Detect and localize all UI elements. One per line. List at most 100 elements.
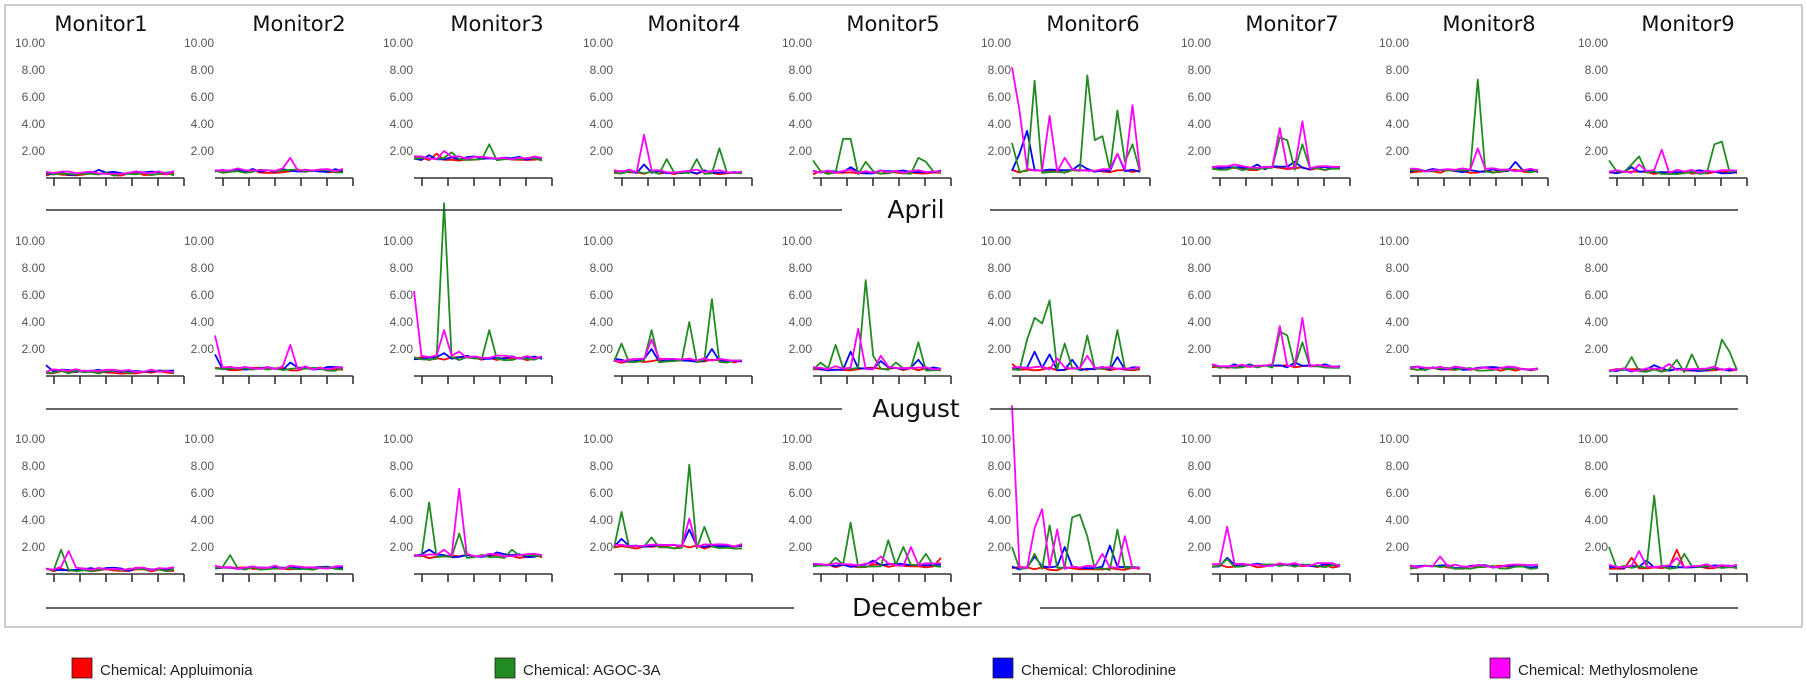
monitor-title-3: Monitor3 — [450, 12, 543, 36]
monitor-title-5: Monitor5 — [846, 12, 939, 36]
y-tick-label: 4.00 — [1188, 315, 1212, 329]
series-line-methylosmolene — [45, 550, 175, 572]
y-tick-label: 4.00 — [590, 315, 614, 329]
y-tick-label: 2.00 — [390, 540, 414, 554]
y-tick-label: 2.00 — [988, 144, 1012, 158]
series-line-methylosmolene — [45, 170, 175, 176]
y-tick-label: 10.00 — [1578, 432, 1608, 446]
y-tick-label: 4.00 — [1188, 513, 1212, 527]
legend-item-methylosmolene: Chemical: Methylosmolene — [1489, 657, 1698, 679]
panel-april-monitor8: 2.00 4.00 6.00 8.00 10.00 — [1379, 36, 1549, 186]
y-tick-label: 8.00 — [988, 261, 1012, 275]
series-line-agoc-3a — [812, 137, 942, 176]
series-line-appluimonia — [812, 557, 942, 569]
y-tick-label: 6.00 — [191, 90, 215, 104]
month-label-april: April — [887, 195, 944, 224]
y-tick-label: 10.00 — [583, 432, 613, 446]
month-label-august: August — [872, 394, 960, 423]
y-tick-label: 4.00 — [1386, 117, 1410, 131]
monitor-title-1: Monitor1 — [54, 12, 147, 36]
panel-december-monitor8: 2.00 4.00 6.00 8.00 10.00 — [1379, 432, 1549, 582]
y-tick-label: 10.00 — [383, 234, 413, 248]
y-tick-label: 4.00 — [1585, 315, 1609, 329]
y-tick-label: 8.00 — [22, 261, 46, 275]
y-tick-label: 4.00 — [1188, 117, 1212, 131]
y-tick-label: 2.00 — [390, 342, 414, 356]
series-line-methylosmolene — [812, 327, 942, 371]
y-tick-label: 10.00 — [1379, 234, 1409, 248]
monitor-title-2: Monitor2 — [252, 12, 345, 36]
panel-april-monitor1: 2.00 4.00 6.00 8.00 10.00 — [15, 36, 185, 186]
series-line-agoc-3a — [613, 147, 743, 175]
y-tick-label: 4.00 — [390, 315, 414, 329]
series-line-methylosmolene — [1011, 354, 1141, 371]
y-tick-label: 6.00 — [1188, 90, 1212, 104]
panel-december-monitor1: 2.00 4.00 6.00 8.00 10.00 — [15, 432, 185, 582]
y-tick-label: 10.00 — [1181, 432, 1211, 446]
panel-april-monitor9: 2.00 4.00 6.00 8.00 10.00 — [1578, 36, 1748, 186]
y-tick-label: 2.00 — [590, 540, 614, 554]
monitor-titles: Monitor1 Monitor2 Monitor3 Monitor4 Monitor5… — [54, 12, 1734, 36]
legend-swatch — [992, 657, 1014, 679]
y-tick-label: 10.00 — [15, 234, 45, 248]
y-tick-label: 4.00 — [988, 117, 1012, 131]
y-tick-label: 4.00 — [1386, 513, 1410, 527]
y-tick-label: 10.00 — [383, 36, 413, 50]
y-tick-label: 10.00 — [782, 36, 812, 50]
series-line-methylosmolene — [1212, 525, 1341, 567]
y-tick-label: 8.00 — [191, 459, 215, 473]
y-tick-label: 2.00 — [390, 144, 414, 158]
y-tick-label: 2.00 — [590, 342, 614, 356]
y-tick-label: 8.00 — [988, 63, 1012, 77]
y-tick-label: 4.00 — [22, 513, 46, 527]
y-tick-label: 4.00 — [191, 513, 215, 527]
panel-december-monitor2: 2.00 4.00 6.00 8.00 10.00 — [184, 432, 354, 582]
y-tick-label: 2.00 — [789, 342, 813, 356]
y-tick-label: 8.00 — [789, 261, 813, 275]
y-tick-label: 6.00 — [590, 486, 614, 500]
series-line-methylosmolene — [1608, 550, 1738, 569]
series-line-methylosmolene — [1211, 120, 1340, 170]
y-tick-label: 6.00 — [590, 90, 614, 104]
y-tick-label: 8.00 — [1585, 261, 1609, 275]
series-line-methylosmolene — [613, 517, 743, 548]
series-line-agoc-3a — [812, 279, 942, 372]
y-tick-label: 10.00 — [383, 432, 413, 446]
y-tick-label: 6.00 — [988, 288, 1012, 302]
y-tick-label: 6.00 — [390, 486, 414, 500]
legend-item-agoc-3a: Chemical: AGOC-3A — [494, 657, 661, 679]
y-tick-label: 2.00 — [1585, 342, 1609, 356]
legend-swatch — [494, 657, 516, 679]
series-line-chlorodinine — [812, 350, 942, 372]
panel-december-monitor9: 2.00 4.00 6.00 8.00 10.00 — [1578, 432, 1748, 582]
y-tick-label: 4.00 — [1386, 315, 1410, 329]
y-tick-label: 8.00 — [590, 459, 614, 473]
panel-april-monitor6: 2.00 4.00 6.00 8.00 10.00 — [981, 36, 1151, 186]
monitor-title-4: Monitor4 — [647, 12, 740, 36]
y-tick-label: 2.00 — [789, 540, 813, 554]
y-tick-label: 6.00 — [390, 90, 414, 104]
y-tick-label: 8.00 — [590, 63, 614, 77]
monitor-title-7: Monitor7 — [1245, 12, 1338, 36]
y-tick-label: 8.00 — [191, 63, 215, 77]
y-tick-label: 10.00 — [15, 36, 45, 50]
y-tick-label: 10.00 — [981, 36, 1011, 50]
y-tick-label: 10.00 — [782, 234, 812, 248]
y-tick-label: 6.00 — [1188, 486, 1212, 500]
y-tick-label: 2.00 — [590, 144, 614, 158]
y-tick-label: 4.00 — [22, 315, 46, 329]
y-tick-label: 8.00 — [390, 63, 414, 77]
series-line-agoc-3a — [413, 501, 542, 559]
y-tick-label: 2.00 — [789, 144, 813, 158]
legend-label: Chemical: Chlorodinine — [1021, 662, 1176, 679]
y-tick-label: 6.00 — [1386, 90, 1410, 104]
series-line-methylosmolene — [613, 133, 743, 174]
series-line-agoc-3a — [1211, 136, 1341, 172]
panel-april-monitor2: 2.00 4.00 6.00 8.00 10.00 — [184, 36, 354, 186]
panel-august-monitor8: 2.00 4.00 6.00 8.00 10.00 — [1379, 234, 1549, 384]
panel-april-monitor3: 2.00 4.00 6.00 8.00 10.00 — [383, 36, 553, 186]
series-line-methylosmolene — [215, 156, 344, 173]
panel-december-monitor4: 2.00 4.00 6.00 8.00 10.00 — [583, 432, 753, 582]
